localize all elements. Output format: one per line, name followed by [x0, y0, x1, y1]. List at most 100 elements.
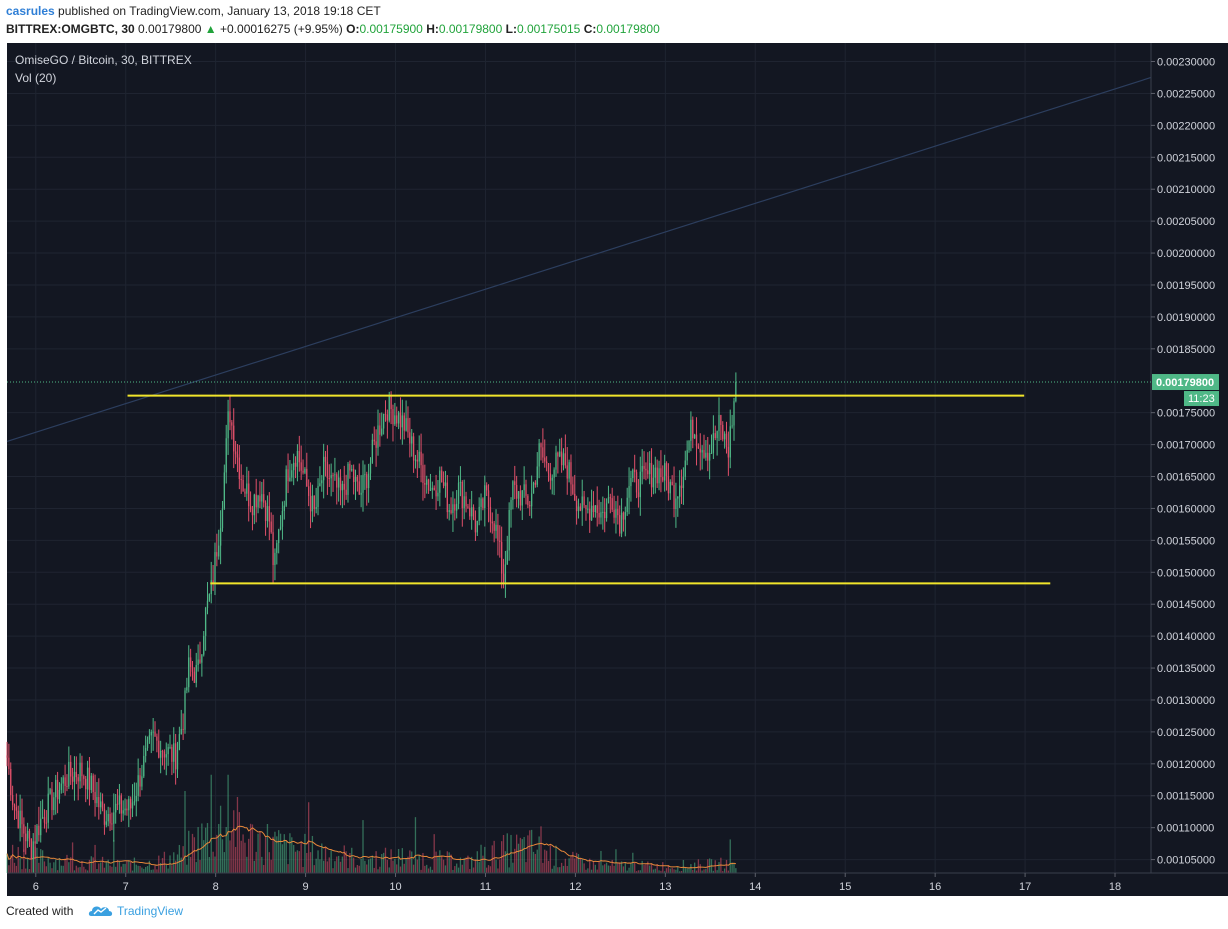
volume-bar [703, 869, 705, 873]
candle-body [482, 498, 484, 509]
volume-bar [521, 839, 523, 873]
volume-bar [549, 845, 552, 873]
candle-body [73, 771, 76, 782]
candle-body [536, 466, 538, 485]
candle-body [551, 477, 553, 481]
volume-bar [248, 838, 250, 873]
volume-layer [6, 774, 737, 873]
volume-bar [446, 851, 448, 873]
volume-bar [487, 865, 490, 873]
candle-body [96, 797, 98, 804]
candle-body [66, 785, 68, 787]
candle-body [399, 412, 402, 428]
price-tick-label: 0.00165000 [1157, 472, 1215, 484]
candle-body [296, 451, 299, 467]
candle-body [723, 433, 726, 440]
close-value: 0.00179800 [596, 22, 660, 36]
volume-bar [619, 862, 621, 873]
candle-body [656, 467, 658, 484]
candle-body [735, 382, 737, 402]
volume-bar [103, 867, 106, 873]
candle-body [272, 532, 274, 566]
candle-body [167, 747, 169, 755]
last-price-tag [1152, 374, 1219, 391]
volume-bar [667, 865, 670, 873]
volume-bar [137, 865, 139, 873]
candle-body [639, 471, 641, 498]
volume-bar [352, 857, 355, 873]
volume-bar [682, 859, 685, 873]
time-axis[interactable] [7, 873, 1228, 896]
volume-bar [212, 851, 214, 873]
candle-body [459, 481, 462, 483]
candle-body [257, 495, 259, 508]
candle-body [225, 438, 227, 473]
volume-bar [176, 854, 179, 873]
volume-bar [341, 856, 344, 873]
volume-bar [604, 864, 606, 873]
tradingview-link[interactable]: TradingView [117, 904, 184, 918]
volume-bar [49, 862, 51, 873]
time-tick-label: 10 [389, 881, 401, 893]
volume-bar [298, 851, 300, 873]
candle-body [343, 483, 345, 490]
candle-body [283, 505, 285, 511]
volume-bar [656, 863, 658, 873]
volume-bar [296, 850, 299, 873]
candle-body [705, 452, 707, 458]
volume-bar [718, 862, 720, 873]
volume-bar [465, 857, 467, 873]
volume-bar [98, 863, 100, 873]
author-link[interactable]: casrules [6, 4, 55, 18]
candle-body [120, 795, 122, 814]
price-chart[interactable]: 0.00230000 0.00225000 0.00220000 0.00215000… [0, 42, 1228, 896]
candle-body [379, 425, 381, 435]
volume-bar [639, 870, 641, 873]
volume-bar [444, 865, 447, 873]
volume-bar [658, 870, 660, 873]
candle-body [45, 822, 48, 824]
candle-body [628, 486, 630, 498]
volume-bar [71, 842, 74, 873]
volume-bar [478, 861, 480, 873]
volume-bar [401, 848, 404, 873]
volume-bar [448, 852, 450, 873]
volume-bar [686, 868, 688, 873]
candle-body [530, 493, 533, 507]
candle-body [701, 450, 703, 453]
candle-body [547, 463, 550, 474]
candle-body [553, 469, 555, 478]
volume-bar [459, 857, 462, 873]
candle-body [204, 607, 207, 636]
candle-body [25, 833, 27, 842]
candle-body [624, 511, 626, 520]
price-axis[interactable] [1151, 43, 1228, 873]
candle-body [366, 474, 368, 489]
candle-body [60, 783, 62, 790]
candle-body [671, 481, 673, 486]
candle-body [47, 793, 49, 823]
candle-body [186, 687, 188, 691]
candle-body [62, 777, 64, 784]
candle-body [619, 515, 621, 534]
candle-body [233, 425, 235, 452]
candle-body [218, 545, 220, 557]
candle-body [326, 461, 329, 478]
candle-body [733, 401, 735, 426]
price-tick-label: 0.00110000 [1157, 823, 1214, 835]
candle-body [568, 462, 570, 479]
candle-body [523, 484, 525, 491]
tradingview-cloud-logo-icon[interactable] [88, 903, 114, 917]
price-tick-label: 0.00135000 [1157, 663, 1215, 675]
volume-bar [429, 866, 432, 873]
volume-bar [68, 862, 70, 873]
volume-bar [255, 851, 257, 873]
candle-body [560, 451, 563, 466]
candle-body [111, 823, 113, 825]
candle-body [493, 523, 495, 531]
candle-body [682, 476, 685, 488]
candle-body [643, 465, 645, 469]
candle-body [148, 735, 151, 740]
price-tick-label: 0.00140000 [1157, 631, 1215, 643]
volume-bar [727, 870, 730, 873]
